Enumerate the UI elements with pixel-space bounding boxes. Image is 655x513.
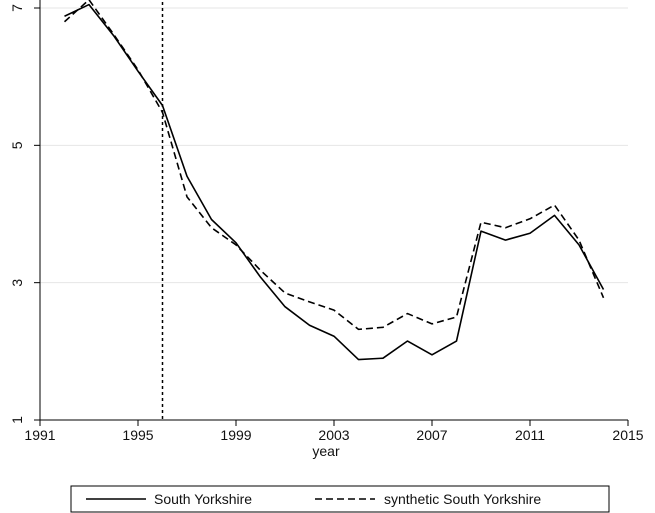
x-axis-title: year xyxy=(312,443,340,459)
x-tick-label-2007: 2007 xyxy=(416,427,447,443)
x-tick-label-2015: 2015 xyxy=(612,427,643,443)
axes: 1991 1995 1999 2003 2007 2011 2015 1 3 5 7 xyxy=(9,0,644,443)
x-axis-ticks: 1991 1995 1999 2003 2007 2011 2015 xyxy=(24,420,644,443)
series-line-south-yorkshire xyxy=(64,3,605,361)
legend: South Yorkshire synthetic South Yorkshir… xyxy=(70,485,610,513)
x-tick-label-2003: 2003 xyxy=(318,427,349,443)
x-tick-label-2011: 2011 xyxy=(515,427,545,443)
x-tick-label-1991: 1991 xyxy=(24,427,55,443)
series-line-synthetic-south-yorkshire xyxy=(63,0,605,331)
y-tick-label-7: 7 xyxy=(9,4,25,12)
x-tick-label-1995: 1995 xyxy=(122,427,153,443)
y-axis-ticks: 1 3 5 7 xyxy=(9,4,40,424)
x-tick-label-1999: 1999 xyxy=(220,427,251,443)
y-tick-label-3: 3 xyxy=(9,279,25,287)
y-tick-label-1: 1 xyxy=(9,416,25,424)
series-layer xyxy=(63,0,605,361)
y-tick-label-5: 5 xyxy=(9,141,25,149)
legend-label-south-yorkshire: South Yorkshire xyxy=(154,491,252,507)
legend-label-synthetic-south-yorkshire: synthetic South Yorkshire xyxy=(384,491,541,507)
